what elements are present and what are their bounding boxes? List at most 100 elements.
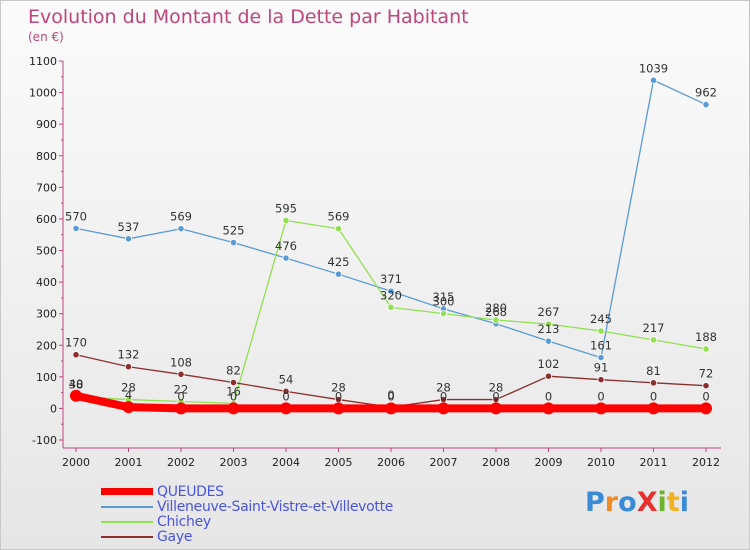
data-label: 38 xyxy=(69,377,84,391)
data-point xyxy=(542,402,555,415)
data-label: 132 xyxy=(118,348,140,362)
data-point xyxy=(385,402,397,415)
data-label: 82 xyxy=(226,364,241,378)
data-label: 108 xyxy=(170,355,192,369)
data-label: 0 xyxy=(335,389,342,403)
y-tick-label: 600 xyxy=(36,213,57,226)
legend-label: Gaye xyxy=(157,529,193,545)
data-point xyxy=(387,303,395,311)
data-label: 28 xyxy=(436,381,451,395)
data-point xyxy=(124,363,133,371)
data-label: 0 xyxy=(387,389,394,403)
x-tick-label: 2010 xyxy=(587,456,615,469)
legend-label: QUEUDES xyxy=(157,484,224,500)
data-point xyxy=(702,100,710,109)
data-point xyxy=(492,316,500,324)
data-point xyxy=(122,401,135,414)
data-label: 0 xyxy=(177,389,184,403)
data-label: 569 xyxy=(170,210,192,224)
data-label: 54 xyxy=(279,372,294,386)
data-label: 267 xyxy=(538,305,560,319)
data-label: 280 xyxy=(485,301,507,315)
data-point xyxy=(280,402,292,415)
data-point xyxy=(332,402,345,415)
data-point xyxy=(597,376,605,384)
data-point xyxy=(544,320,553,328)
data-label: 0 xyxy=(282,389,289,403)
data-point xyxy=(334,225,343,233)
data-point xyxy=(597,353,605,362)
y-tick-label: 300 xyxy=(36,308,57,321)
data-label: 217 xyxy=(643,321,665,335)
data-label: 962 xyxy=(695,86,717,100)
chart-title: Evolution du Montant de la Dette par Hab… xyxy=(28,6,469,28)
data-point xyxy=(544,337,553,345)
data-label: 300 xyxy=(433,295,455,309)
proxiti-logo: ProXiti xyxy=(585,487,689,518)
y-tick-label: 500 xyxy=(36,245,57,258)
data-label: 425 xyxy=(328,255,350,269)
data-point xyxy=(439,310,448,318)
x-tick-label: 2007 xyxy=(430,456,458,469)
unit-label: (en €) xyxy=(28,30,64,44)
data-label: 40 xyxy=(69,377,84,391)
data-label: 0 xyxy=(492,389,499,403)
data-point xyxy=(544,372,553,380)
data-point xyxy=(649,379,658,387)
data-point xyxy=(649,336,658,344)
y-tick-label: 200 xyxy=(36,339,57,352)
data-label: 595 xyxy=(275,201,297,215)
y-tick-label: -100 xyxy=(32,434,57,447)
data-label: 0 xyxy=(387,388,394,402)
legend-swatch xyxy=(101,488,153,495)
data-label: 569 xyxy=(328,210,350,224)
data-label: 4 xyxy=(125,388,132,402)
y-tick-label: 900 xyxy=(36,118,57,131)
data-point xyxy=(229,378,238,387)
data-point xyxy=(72,224,80,232)
data-label: 16 xyxy=(226,384,241,398)
data-label: 0 xyxy=(545,389,552,403)
data-point xyxy=(177,370,185,378)
data-label: 476 xyxy=(275,239,297,253)
data-point xyxy=(282,254,290,262)
data-point xyxy=(387,287,395,295)
data-label: 268 xyxy=(485,305,507,319)
x-tick-label: 2005 xyxy=(325,456,353,469)
legend-swatch xyxy=(101,536,153,538)
data-point xyxy=(177,225,185,233)
legend-swatch xyxy=(101,521,153,523)
data-point xyxy=(334,270,343,278)
x-tick-label: 2011 xyxy=(640,456,668,469)
data-label: 0 xyxy=(702,389,709,403)
y-tick-label: 1100 xyxy=(29,55,57,68)
data-label: 0 xyxy=(440,389,447,403)
data-point xyxy=(700,402,712,415)
x-tick-label: 2004 xyxy=(272,456,300,469)
data-point xyxy=(229,239,238,247)
data-point xyxy=(124,235,133,243)
data-point xyxy=(282,387,290,395)
data-point xyxy=(595,402,607,415)
legend-label: Villeneuve-Saint-Vistre-et-Villevotte xyxy=(157,499,394,515)
x-tick-label: 2002 xyxy=(167,456,195,469)
data-label: 28 xyxy=(489,381,504,395)
x-tick-label: 2012 xyxy=(692,456,720,469)
y-tick-label: 800 xyxy=(36,150,57,163)
data-point xyxy=(72,351,80,359)
data-label: 525 xyxy=(223,224,245,238)
x-tick-label: 2000 xyxy=(62,456,90,469)
data-label: 570 xyxy=(65,209,87,223)
x-tick-label: 2003 xyxy=(220,456,248,469)
data-point xyxy=(647,402,660,415)
legend-label: Chichey xyxy=(157,514,211,530)
data-label: 81 xyxy=(646,364,661,378)
data-label: 188 xyxy=(695,330,717,344)
x-tick-label: 2009 xyxy=(535,456,563,469)
x-tick-label: 2001 xyxy=(115,456,143,469)
data-label: 161 xyxy=(590,339,612,353)
data-label: 371 xyxy=(380,272,402,286)
data-point xyxy=(175,402,187,415)
